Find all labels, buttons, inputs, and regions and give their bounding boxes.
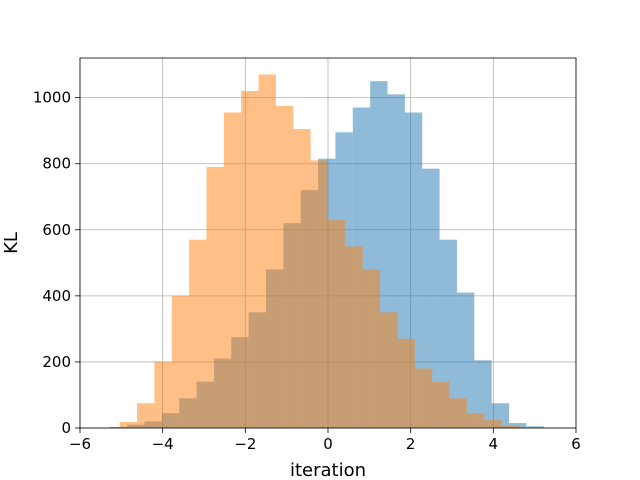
histogram-bar-series-2	[328, 219, 346, 428]
axis-ticks: −6 −4 −2 0 2 4 6 0 200 400 600 800 1000	[33, 89, 581, 453]
y-tick-label: 400	[42, 287, 71, 305]
histogram-bar-series-2	[484, 419, 502, 428]
x-axis-label: iteration	[290, 460, 366, 480]
y-tick-label: 200	[42, 353, 71, 371]
histogram-bars	[109, 74, 544, 429]
histogram-bar-series-2	[137, 403, 155, 428]
histogram-bar-series-2	[189, 239, 207, 428]
histogram-bar-series-1	[509, 423, 527, 428]
histogram-bar-series-1	[422, 168, 440, 428]
x-tick-label: 0	[323, 435, 333, 453]
histogram-bar-series-2	[449, 398, 467, 428]
histogram-bar-series-2	[241, 91, 259, 429]
histogram-bar-series-2	[293, 129, 311, 428]
y-tick-label: 800	[42, 155, 71, 173]
histogram-bar-series-2	[119, 422, 138, 428]
histogram-bar-series-2	[154, 361, 172, 428]
histogram-bar-series-2	[380, 312, 398, 428]
histogram-bar-series-2	[223, 112, 242, 429]
histogram-bar-series-1	[474, 360, 492, 428]
histogram-bar-series-2	[432, 381, 450, 428]
histogram-bar-series-2	[258, 74, 276, 429]
y-axis-label: KL	[1, 232, 22, 254]
histogram-bar-series-2	[362, 269, 381, 428]
x-tick-label: −4	[152, 435, 174, 453]
histogram-bar-series-1	[439, 239, 457, 428]
y-tick-label: 0	[61, 419, 71, 437]
x-tick-label: −6	[69, 435, 91, 453]
histogram-bar-series-2	[466, 413, 485, 428]
histogram-bar-series-2	[397, 338, 415, 428]
y-tick-label: 1000	[33, 89, 71, 107]
x-tick-label: 4	[489, 435, 499, 453]
histogram-bar-series-1	[109, 427, 128, 428]
histogram-bar-series-1	[456, 292, 475, 428]
histogram-bar-series-2	[501, 425, 519, 428]
histogram-bar-series-1	[526, 426, 544, 428]
histogram-bar-series-2	[345, 246, 363, 428]
histogram-bar-series-2	[275, 105, 294, 428]
x-tick-label: −2	[234, 435, 256, 453]
x-tick-label: 6	[571, 435, 581, 453]
histogram-bar-series-2	[310, 160, 328, 429]
histogram-bar-series-2	[206, 167, 224, 428]
x-tick-label: 2	[406, 435, 416, 453]
histogram-bar-series-2	[414, 368, 433, 428]
y-tick-label: 600	[42, 221, 71, 239]
histogram-bar-series-2	[171, 295, 190, 428]
